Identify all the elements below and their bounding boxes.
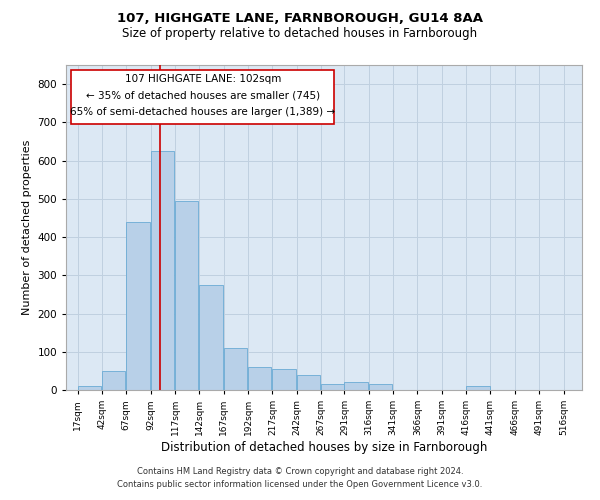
- Bar: [199, 285, 223, 390]
- Bar: [369, 384, 392, 390]
- Text: 107, HIGHGATE LANE, FARNBOROUGH, GU14 8AA: 107, HIGHGATE LANE, FARNBOROUGH, GU14 8A…: [117, 12, 483, 26]
- Bar: [272, 369, 296, 390]
- Bar: [248, 367, 271, 390]
- Text: ← 35% of detached houses are smaller (745): ← 35% of detached houses are smaller (74…: [86, 90, 320, 101]
- Bar: [102, 371, 125, 390]
- Bar: [297, 374, 320, 390]
- Text: 107 HIGHGATE LANE: 102sqm: 107 HIGHGATE LANE: 102sqm: [125, 74, 281, 84]
- Text: Contains HM Land Registry data © Crown copyright and database right 2024.: Contains HM Land Registry data © Crown c…: [137, 467, 463, 476]
- Bar: [127, 222, 150, 390]
- Text: 65% of semi-detached houses are larger (1,389) →: 65% of semi-detached houses are larger (…: [70, 107, 335, 117]
- Text: Contains public sector information licensed under the Open Government Licence v3: Contains public sector information licen…: [118, 480, 482, 489]
- Bar: [77, 386, 101, 390]
- Bar: [175, 200, 199, 390]
- FancyBboxPatch shape: [71, 70, 334, 124]
- X-axis label: Distribution of detached houses by size in Farnborough: Distribution of detached houses by size …: [161, 441, 487, 454]
- Bar: [151, 151, 174, 390]
- Bar: [466, 386, 490, 390]
- Bar: [224, 348, 247, 390]
- Bar: [344, 382, 368, 390]
- Y-axis label: Number of detached properties: Number of detached properties: [22, 140, 32, 315]
- Text: Size of property relative to detached houses in Farnborough: Size of property relative to detached ho…: [122, 28, 478, 40]
- Bar: [321, 384, 344, 390]
